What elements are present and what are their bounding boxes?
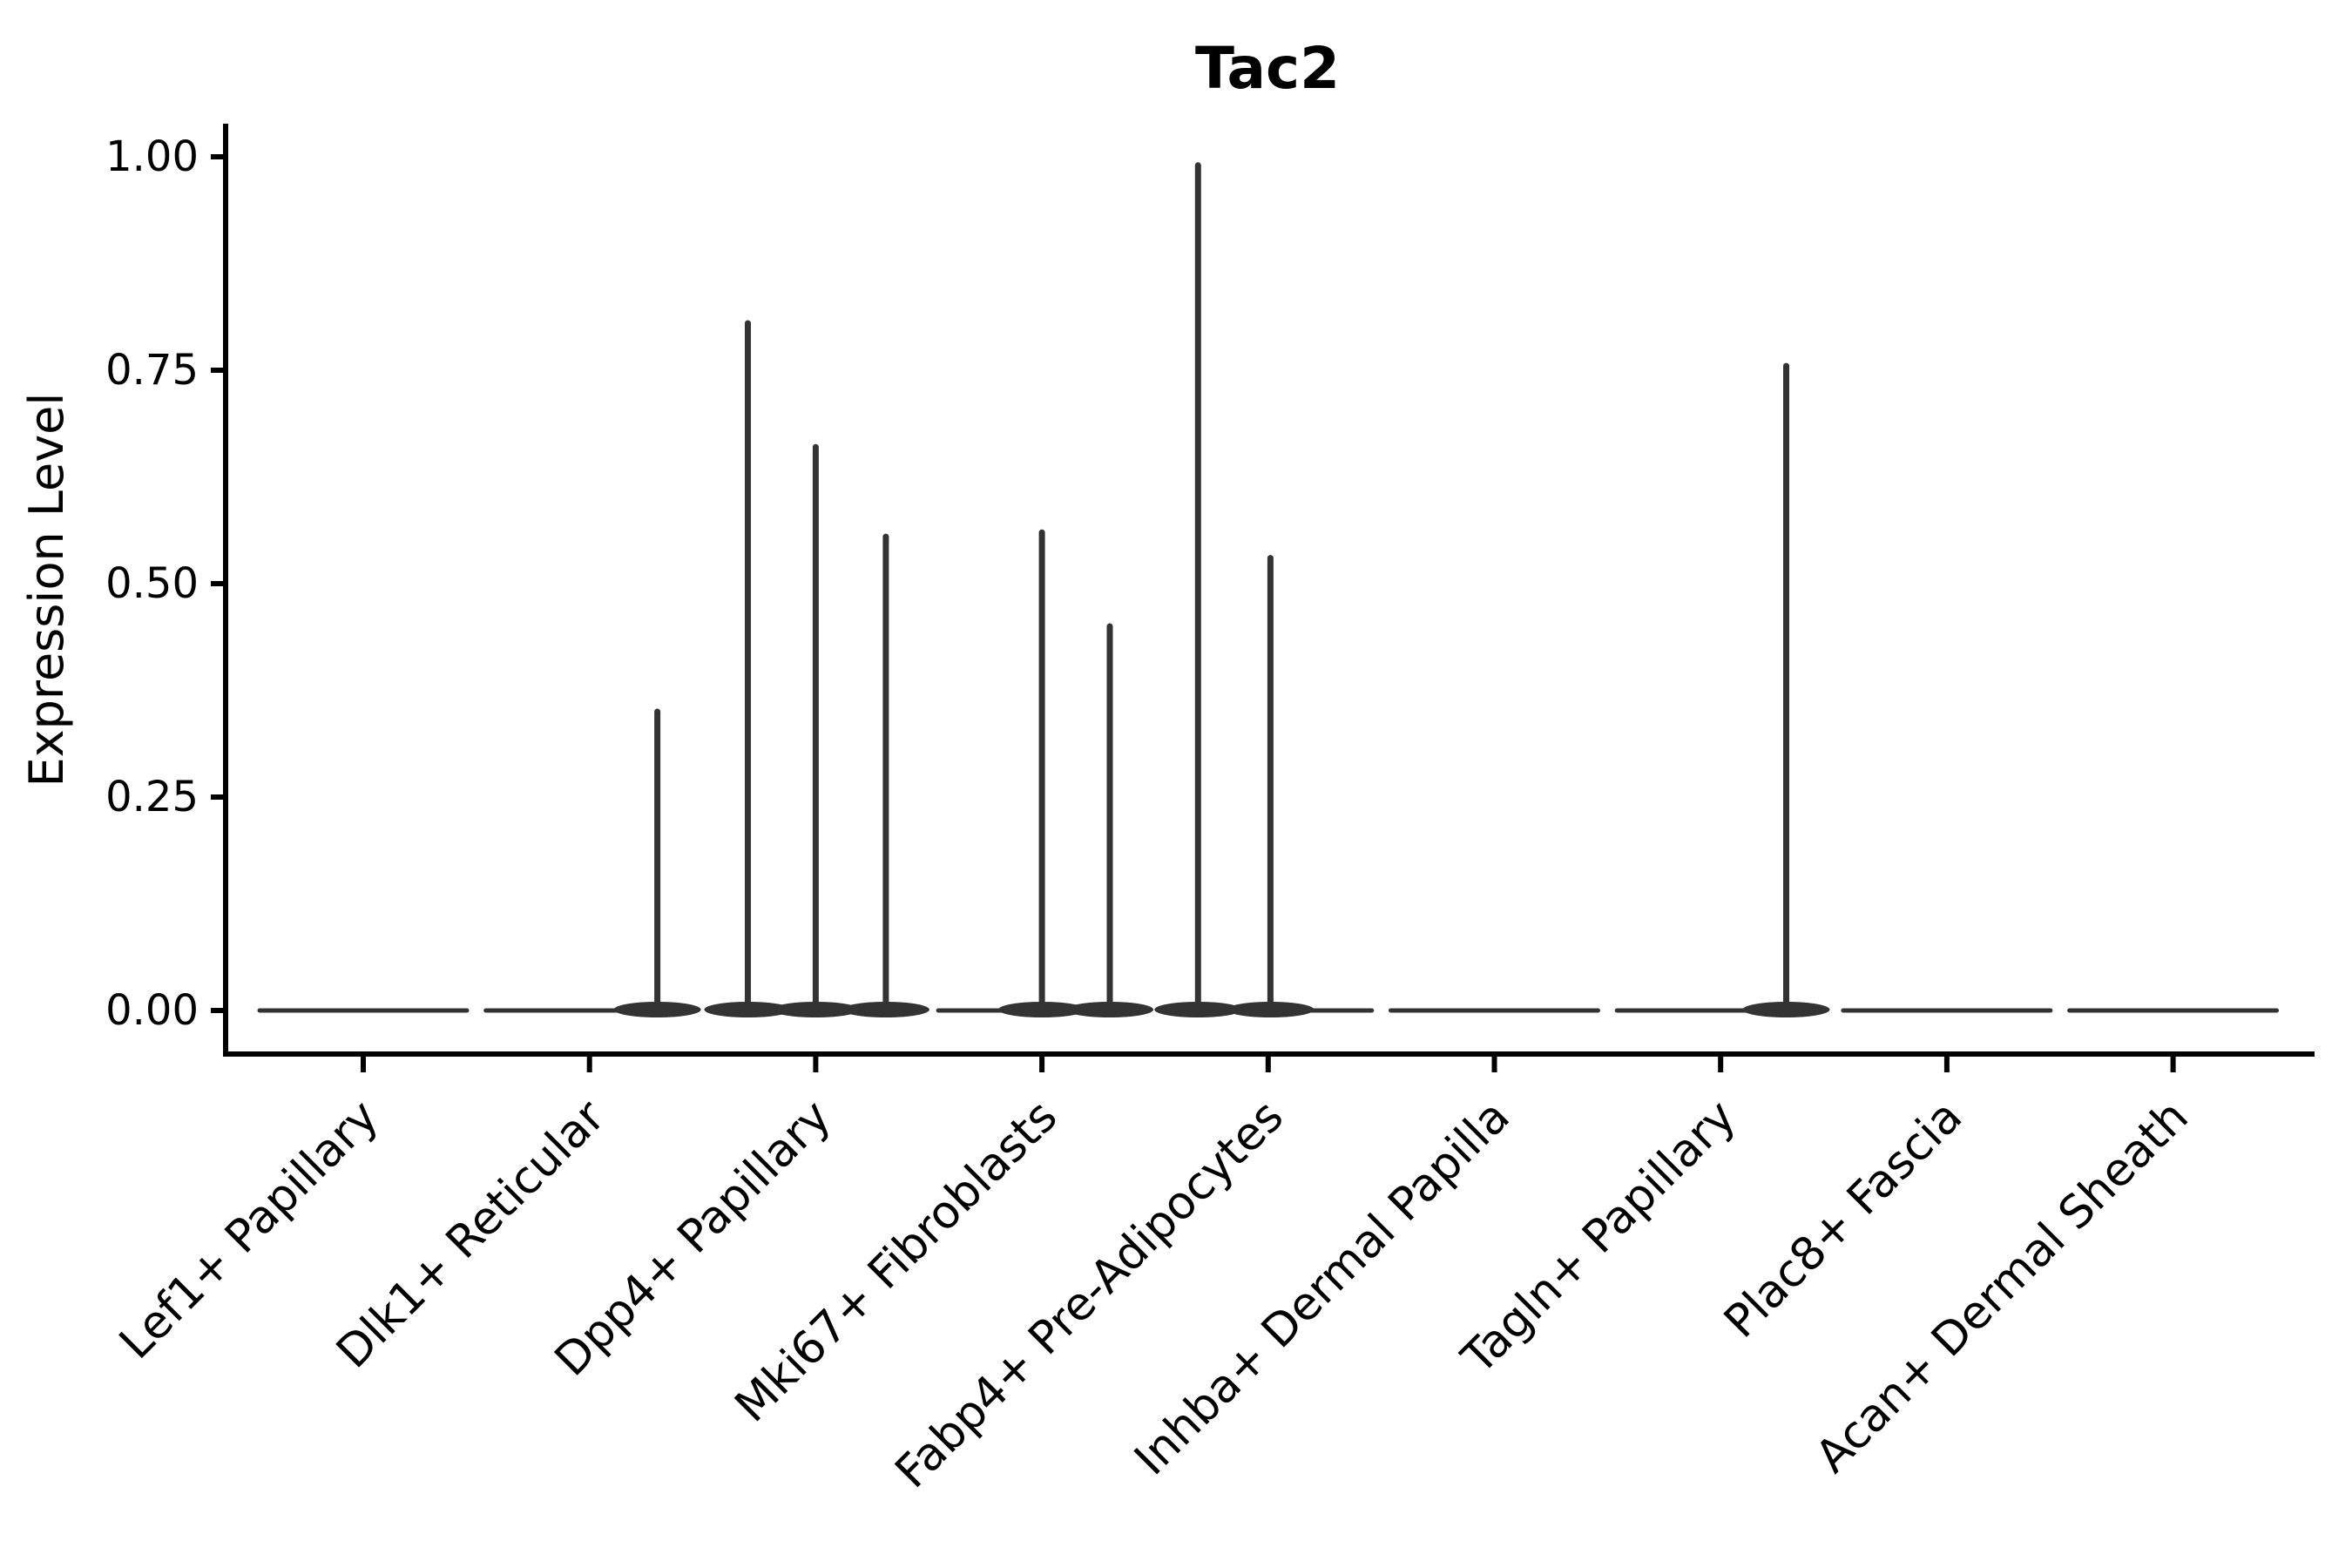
y-axis-label: Expression Level	[19, 393, 74, 787]
violin	[1614, 362, 1830, 1017]
violin	[1154, 162, 1375, 1017]
x-tick-label: Plac8+ Fascia	[1714, 1091, 1972, 1348]
y-tick-label: 1.00	[105, 132, 199, 181]
y-tick-label: 0.75	[105, 346, 199, 395]
y-tick-label: 0.25	[105, 773, 199, 821]
x-tick-label: Fabp4+ Pre-Adipocytes	[886, 1091, 1294, 1498]
y-tick-label: 0.50	[105, 559, 199, 608]
x-tick-label: Acan+ Dermal Sheath	[1806, 1091, 2199, 1484]
x-tick-label: Inhba+ Dermal Papilla	[1125, 1091, 1519, 1485]
violin	[704, 320, 929, 1017]
violin	[483, 708, 701, 1017]
violin	[936, 529, 1154, 1017]
violins-layer	[257, 162, 2280, 1017]
y-tick-label: 0.00	[105, 986, 199, 1035]
chart-title: Tac2	[1195, 35, 1340, 102]
